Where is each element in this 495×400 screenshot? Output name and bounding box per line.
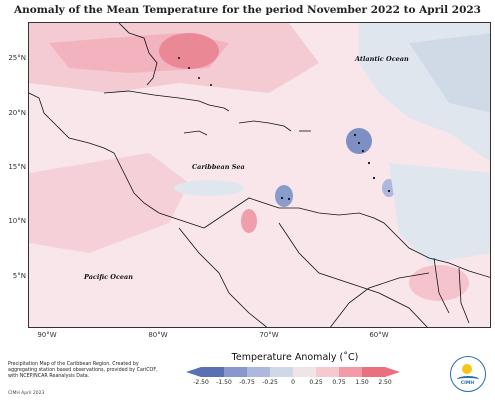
strong-warm-anomaly-florida — [159, 33, 219, 69]
legend-segment — [339, 367, 362, 377]
legend-segments — [186, 367, 400, 377]
jamaica-coast — [183, 130, 208, 136]
legend-tick: 0 — [291, 379, 295, 386]
lat-label: 10°N — [8, 217, 26, 225]
central-america-coast — [29, 92, 205, 229]
legend-tick: -1.50 — [216, 379, 232, 386]
legend-arrow-right — [385, 367, 400, 377]
atlantic-ocean-label: Atlantic Ocean — [355, 55, 409, 63]
cool-anomaly-venezuela-coast — [275, 185, 293, 207]
lon-label: 70°W — [259, 331, 279, 339]
sun-icon — [462, 364, 472, 374]
abc-island — [287, 197, 291, 201]
coastlines — [29, 23, 490, 327]
legend-arrow-left — [186, 367, 201, 377]
bahamas-island — [188, 67, 190, 69]
antilles-island — [367, 161, 371, 165]
legend-tick: -0.25 — [262, 379, 278, 386]
warm-anomaly-central-america — [29, 153, 189, 253]
anomaly-map: Atlantic Ocean Caribbean Sea Pacific Oce… — [28, 22, 491, 328]
lon-label: 80°W — [148, 331, 168, 339]
legend-tick: 1.50 — [355, 379, 369, 386]
lat-label: 25°N — [8, 54, 26, 62]
map-canvas — [29, 23, 490, 327]
cool-anomaly-caribbean — [174, 180, 244, 196]
caribbean-sea-label: Caribbean Sea — [192, 163, 245, 171]
legend-segment — [201, 367, 224, 377]
antilles-island — [372, 176, 376, 180]
antilles-island — [357, 141, 361, 145]
legend-title: Temperature Anomaly (˚C) — [231, 352, 359, 363]
legend-segment — [270, 367, 293, 377]
lat-label: 20°N — [8, 109, 26, 117]
legend-tick: -0.75 — [239, 379, 255, 386]
cimh-logo: CIMH — [450, 356, 486, 392]
legend-colorbar — [186, 367, 400, 377]
florida-coast — [118, 23, 158, 86]
legend-segment — [247, 367, 270, 377]
cool-anomaly-atlantic-core — [409, 33, 490, 113]
legend-segment — [316, 367, 339, 377]
bahamas-island — [198, 77, 200, 79]
abc-island — [280, 196, 284, 200]
trinidad-island — [387, 189, 391, 193]
islands — [178, 57, 391, 201]
logo-text: CIMH — [460, 381, 475, 386]
bahamas-island — [178, 57, 180, 59]
suriname-border — [458, 267, 470, 324]
footnote: Precipitation Map of the Caribbean Regio… — [8, 362, 158, 379]
legend-tick: 2.50 — [378, 379, 392, 386]
pacific-ocean-label: Pacific Ocean — [84, 273, 133, 281]
legend-segment — [224, 367, 247, 377]
cool-anomaly-lesser-antilles — [346, 128, 372, 154]
venezuela-border — [278, 222, 428, 327]
antilles-island — [353, 133, 357, 137]
lon-label: 60°W — [369, 331, 389, 339]
wave-icon — [457, 376, 479, 383]
cuba-coast — [103, 90, 230, 112]
warm-anomaly-maracaibo — [241, 209, 257, 233]
legend-tick: 0.25 — [309, 379, 323, 386]
lat-label: 15°N — [8, 163, 26, 171]
legend-tick: 0.75 — [332, 379, 346, 386]
lat-label: 5°N — [12, 272, 26, 280]
guyana-border — [433, 257, 450, 314]
south-america-coast — [203, 197, 490, 278]
colombia-border — [178, 227, 268, 327]
bahamas-island — [210, 84, 212, 86]
antilles-island — [361, 149, 365, 153]
hispaniola-coast — [238, 120, 292, 132]
legend-tick: -2.50 — [193, 379, 209, 386]
legend-segment — [362, 367, 385, 377]
legend-segment — [293, 367, 316, 377]
credit: CIMH April 2023 — [8, 391, 45, 396]
map-title: Anomaly of the Mean Temperature for the … — [14, 4, 481, 16]
lon-label: 90°W — [37, 331, 57, 339]
cool-anomaly-east — [389, 163, 490, 263]
brazil-border — [330, 272, 430, 327]
